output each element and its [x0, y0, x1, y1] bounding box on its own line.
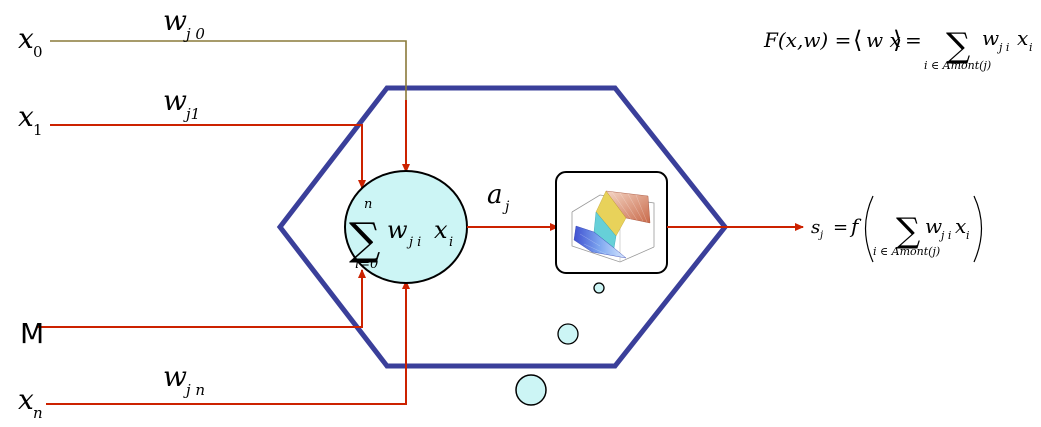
output-rparen: [973, 195, 983, 263]
output-w: w: [925, 214, 942, 238]
output-sigma: ∑: [896, 211, 920, 251]
formula-x: x: [1017, 26, 1028, 50]
output-x: x: [955, 214, 966, 238]
output-f: f: [849, 214, 862, 238]
input-wires: [38, 40, 410, 405]
aggregation-formula: F(x,w) = ⟨ w x ⟩ = ∑ w j i x i i ∈ Amont…: [763, 26, 1033, 72]
weight-w0: w: [163, 4, 187, 37]
weight-wn-sub: j n: [183, 381, 205, 399]
formula-x-sub: i: [1029, 41, 1033, 54]
sum-term-x-sub: i: [449, 235, 453, 250]
formula-w-sub: j i: [996, 41, 1009, 54]
output-lparen: [864, 195, 874, 263]
input-x0: x: [18, 22, 34, 55]
output-sum-under: i ∈ Amont(j): [873, 245, 940, 258]
formula-lhs: F(x,w) =: [763, 28, 851, 52]
input-xn-sub: n: [33, 404, 43, 422]
output-formula: s j = f ∑ w j i x i i ∈ Amont(j): [811, 195, 983, 263]
weight-w1-sub: j1: [183, 105, 200, 123]
sigma-glyph: ∑: [349, 214, 380, 265]
input-labels: x 0 x 1 M x n: [18, 22, 44, 422]
output-s-sub: j: [818, 230, 823, 241]
formula-eq: =: [905, 28, 922, 52]
input-xn: x: [18, 383, 34, 416]
thought-bubble-small: [593, 282, 605, 294]
formula-inner: w x: [866, 28, 901, 52]
weight-labels: w j 0 w j1 w j n: [163, 4, 205, 399]
weight-w0-sub: j 0: [183, 25, 205, 43]
activation-label: a: [487, 180, 503, 210]
sigmoid-surface-plot: [571, 190, 655, 263]
wire-x1: [50, 124, 366, 189]
neuron-sum-formula: n ∑ i=0 w j i x i: [349, 197, 453, 272]
output-eq: =: [833, 217, 848, 238]
wire-x0: [50, 40, 407, 172]
wire-xm: [38, 269, 366, 328]
formula-sum-under: i ∈ Amont(j): [924, 59, 991, 72]
input-ellipsis: M: [20, 317, 44, 350]
thought-bubble-medium: [557, 323, 579, 345]
sum-term-w-sub: j i: [406, 235, 421, 250]
weight-wn: w: [163, 360, 187, 393]
output-w-sub: j i: [938, 229, 951, 242]
thought-bubble-large: [515, 374, 547, 406]
output-x-sub: i: [966, 229, 970, 242]
sum-lower: i=0: [355, 257, 378, 272]
sum-term-x: x: [434, 216, 448, 244]
sum-term-w: w: [387, 216, 408, 244]
formula-sigma: ∑: [946, 26, 970, 66]
formula-rangle: ⟩: [893, 26, 902, 54]
wire-xn: [46, 280, 410, 405]
input-x0-sub: 0: [33, 43, 43, 61]
input-x1: x: [18, 100, 34, 133]
formula-langle: ⟨: [853, 26, 862, 54]
activation-function-box: [555, 171, 668, 274]
output-s: s: [811, 217, 820, 238]
sum-upper: n: [364, 197, 372, 212]
input-x1-sub: 1: [33, 121, 43, 139]
weight-w1: w: [163, 84, 187, 117]
activation-label-sub: j: [502, 199, 510, 215]
neuron-hexagon: [276, 85, 729, 369]
formula-w: w: [982, 26, 999, 50]
